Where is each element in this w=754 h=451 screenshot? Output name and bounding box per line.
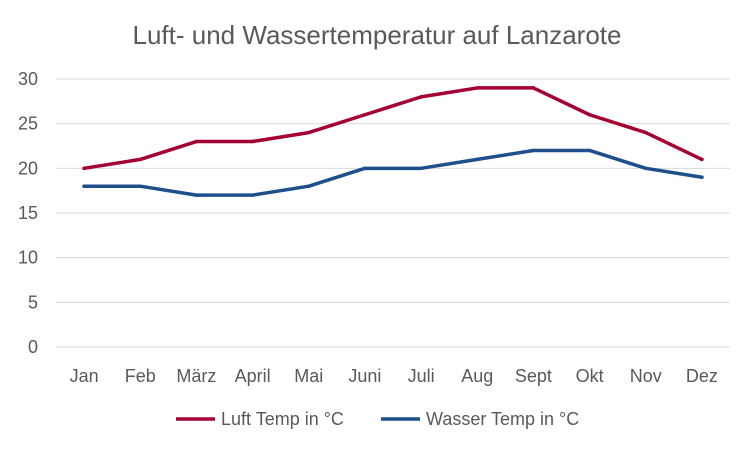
data-point — [307, 130, 311, 135]
data-point — [644, 130, 648, 135]
legend-label: Luft Temp in °C — [221, 409, 344, 429]
data-point — [475, 157, 479, 162]
series-line-2 — [82, 148, 704, 197]
data-point — [587, 112, 592, 117]
data-point — [531, 148, 536, 153]
chart-title: Luft- und Wassertemperatur auf Lanzarote — [132, 20, 622, 50]
x-tick-label: März — [176, 366, 216, 386]
x-tick-label: Okt — [576, 366, 604, 386]
data-point — [363, 112, 367, 117]
data-point — [419, 95, 423, 99]
y-tick-label: 0 — [28, 337, 38, 357]
data-point — [194, 193, 199, 197]
x-tick-label: Nov — [630, 366, 662, 386]
x-tick-label: Juli — [408, 366, 435, 386]
y-tick-label: 25 — [18, 114, 38, 134]
data-point — [138, 184, 142, 188]
data-point — [194, 139, 199, 144]
x-tick-label: Mai — [294, 366, 323, 386]
y-tick-label: 20 — [18, 158, 38, 178]
data-point — [250, 139, 255, 144]
data-point — [138, 157, 142, 162]
y-tick-label: 10 — [18, 248, 38, 268]
x-tick-label: Jan — [70, 366, 99, 386]
data-point — [250, 193, 255, 197]
data-point — [419, 166, 423, 171]
data-point — [82, 184, 86, 188]
data-point — [700, 175, 704, 180]
y-tick-label: 30 — [18, 69, 38, 89]
x-tick-label: Dez — [686, 366, 718, 386]
x-tick-label: Feb — [125, 366, 156, 386]
x-tick-label: April — [235, 366, 271, 386]
series-line-1 — [82, 86, 704, 171]
data-point — [82, 166, 86, 171]
x-tick-label: Aug — [461, 366, 493, 386]
y-tick-label: 15 — [18, 203, 38, 223]
y-tick-label: 5 — [28, 292, 38, 312]
data-point — [531, 86, 536, 90]
legend-label: Wasser Temp in °C — [426, 409, 579, 429]
x-tick-label: Juni — [348, 366, 381, 386]
data-point — [587, 148, 592, 153]
data-point — [644, 166, 648, 171]
data-point — [475, 86, 479, 90]
data-point — [307, 184, 311, 188]
data-point — [700, 157, 704, 162]
data-point — [363, 166, 367, 171]
x-tick-label: Sept — [515, 366, 552, 386]
